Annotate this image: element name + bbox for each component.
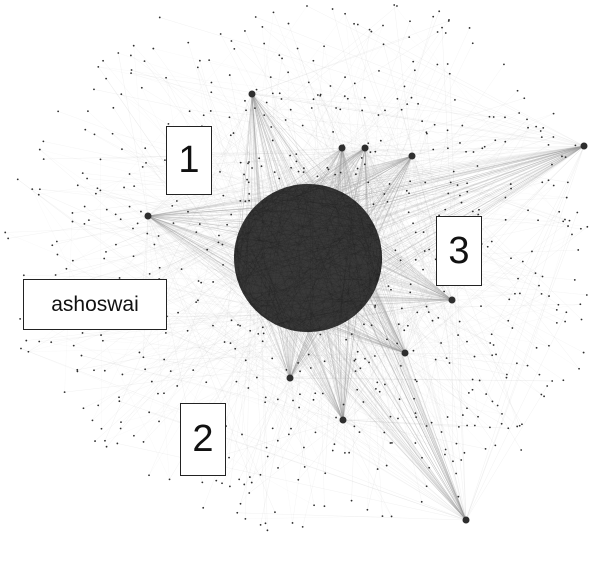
graph-nodes xyxy=(4,4,589,532)
label-ashoswai: ashoswai xyxy=(23,279,167,330)
dense-core-cluster xyxy=(233,183,383,333)
label-3: 3 xyxy=(436,216,482,286)
label-2: 2 xyxy=(180,403,226,476)
label-1: 1 xyxy=(166,126,212,195)
